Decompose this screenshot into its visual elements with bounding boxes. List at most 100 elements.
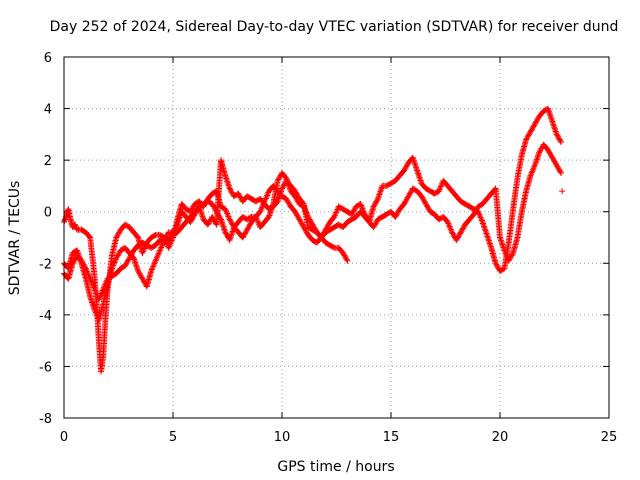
data-point bbox=[435, 188, 442, 195]
data-point bbox=[342, 253, 349, 260]
x-tick-label: 0 bbox=[60, 430, 68, 445]
data-point bbox=[394, 210, 401, 217]
data-point bbox=[172, 225, 179, 232]
data-point bbox=[156, 248, 163, 255]
data-point bbox=[125, 256, 132, 263]
data-point bbox=[333, 207, 340, 214]
data-point bbox=[153, 254, 160, 261]
data-point bbox=[84, 269, 91, 276]
data-point bbox=[525, 132, 532, 139]
data-point bbox=[112, 256, 119, 263]
data-point bbox=[247, 221, 254, 228]
data-point bbox=[206, 219, 213, 226]
data-point bbox=[403, 197, 410, 204]
data-point bbox=[501, 247, 508, 254]
data-point bbox=[444, 219, 451, 226]
data-point bbox=[224, 212, 231, 219]
data-point bbox=[223, 230, 230, 237]
data-point bbox=[148, 266, 155, 273]
data-point bbox=[325, 221, 332, 228]
data-point bbox=[406, 191, 413, 198]
data-point bbox=[239, 234, 246, 241]
data-point bbox=[258, 205, 265, 212]
data-point bbox=[228, 188, 235, 195]
data-point bbox=[110, 262, 117, 269]
data-point bbox=[402, 198, 409, 205]
series-track-b bbox=[61, 105, 564, 324]
data-point bbox=[227, 217, 234, 224]
data-point bbox=[102, 280, 109, 287]
data-point bbox=[550, 157, 557, 164]
y-tick-label: -4 bbox=[39, 309, 52, 324]
data-point bbox=[299, 199, 306, 206]
data-point bbox=[458, 228, 465, 235]
data-point bbox=[557, 168, 564, 175]
data-point bbox=[454, 235, 461, 242]
data-point bbox=[276, 175, 283, 182]
data-point bbox=[457, 230, 464, 237]
data-point bbox=[342, 255, 349, 262]
data-point bbox=[84, 268, 91, 275]
data-point bbox=[110, 261, 117, 268]
data-point bbox=[532, 119, 539, 126]
data-point bbox=[61, 217, 68, 224]
data-point bbox=[548, 153, 555, 160]
data-point bbox=[372, 200, 379, 207]
data-point bbox=[246, 222, 253, 229]
data-point bbox=[547, 150, 554, 157]
data-point bbox=[113, 234, 120, 241]
data-point bbox=[259, 202, 266, 209]
data-point bbox=[449, 229, 456, 236]
data-point bbox=[127, 253, 134, 260]
data-point bbox=[157, 245, 164, 252]
data-point bbox=[453, 237, 460, 244]
data-point bbox=[126, 255, 133, 262]
x-tick-label: 25 bbox=[601, 430, 618, 445]
data-point bbox=[402, 164, 409, 171]
data-point bbox=[285, 199, 292, 206]
data-point bbox=[98, 290, 105, 297]
data-point bbox=[340, 249, 347, 256]
data-point bbox=[422, 200, 429, 207]
data-point bbox=[527, 128, 534, 135]
data-point bbox=[254, 218, 261, 225]
data-point bbox=[152, 257, 159, 264]
data-point bbox=[449, 230, 456, 237]
data-point bbox=[279, 184, 286, 191]
data-point bbox=[537, 146, 544, 153]
data-point bbox=[478, 216, 485, 223]
data-point bbox=[166, 241, 173, 248]
data-point bbox=[92, 309, 99, 316]
data-point bbox=[109, 263, 116, 270]
data-point bbox=[425, 206, 432, 213]
data-point bbox=[553, 131, 560, 138]
data-point bbox=[349, 210, 356, 217]
data-point bbox=[173, 222, 180, 229]
data-point bbox=[530, 123, 537, 130]
data-point bbox=[204, 221, 211, 228]
data-point bbox=[438, 182, 445, 189]
data-point bbox=[448, 227, 455, 234]
data-point bbox=[99, 287, 106, 294]
data-point bbox=[503, 253, 510, 260]
data-point bbox=[156, 247, 163, 254]
data-point bbox=[534, 117, 541, 124]
data-point bbox=[262, 196, 269, 203]
data-point bbox=[222, 229, 229, 236]
data-point bbox=[235, 190, 242, 197]
data-point bbox=[554, 132, 561, 139]
data-point bbox=[127, 252, 134, 259]
data-point bbox=[477, 214, 484, 221]
data-point bbox=[503, 251, 510, 258]
data-point bbox=[324, 222, 331, 229]
data-point bbox=[296, 216, 303, 223]
data-point bbox=[213, 208, 220, 215]
data-point bbox=[359, 205, 366, 212]
data-point bbox=[122, 261, 129, 268]
data-point bbox=[348, 211, 355, 218]
data-point bbox=[374, 197, 381, 204]
data-point bbox=[284, 197, 291, 204]
data-point bbox=[85, 271, 92, 278]
data-point bbox=[151, 232, 158, 239]
